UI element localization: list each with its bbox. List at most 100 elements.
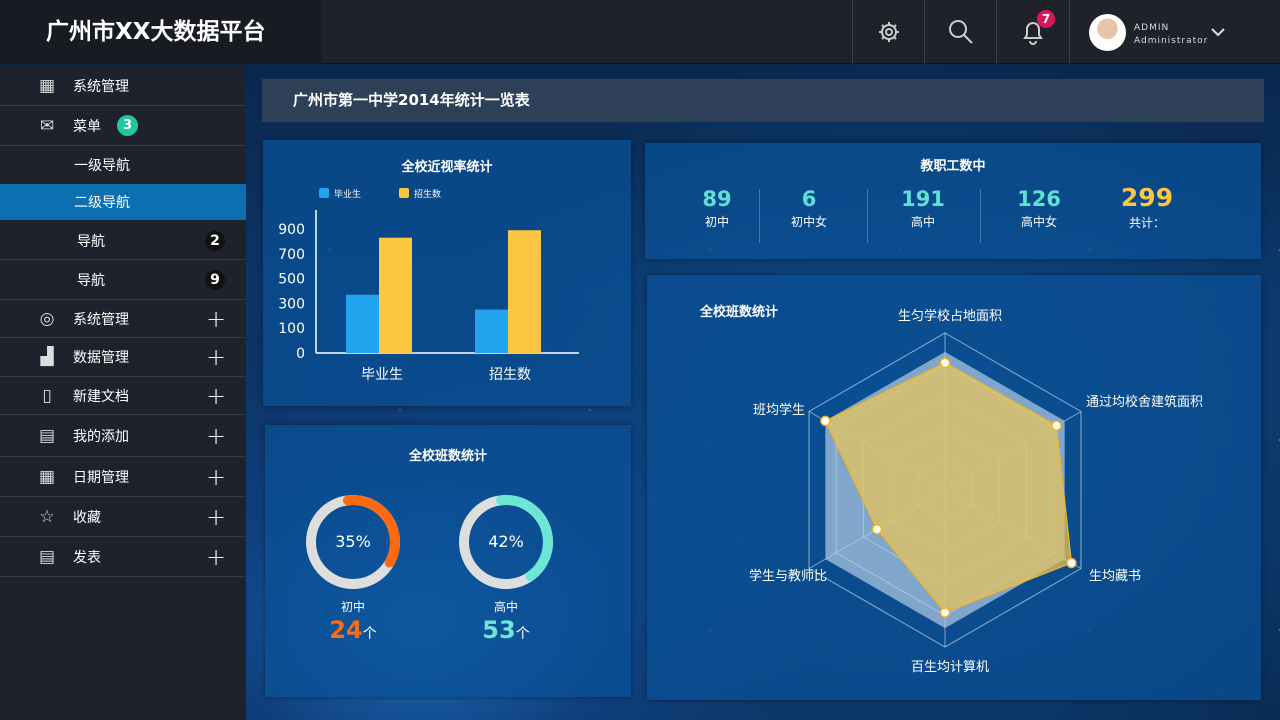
radar-panel: 全校班数统计 生匀学校占地面积 通过均校舍建筑面积 生均藏书 百生均计算机 学生与教师比…: [647, 275, 1261, 700]
count-unit: 个: [362, 626, 377, 642]
y-tick-label: 500: [278, 272, 305, 288]
sidebar-item-label: 日期管理: [73, 469, 129, 486]
donut-arc: [459, 495, 553, 589]
sidebar-item[interactable]: ▯ 新建文档 +: [0, 377, 246, 415]
sidebar-item[interactable]: ▟ 数据管理 +: [0, 338, 246, 377]
legend-label: 招生数: [414, 188, 441, 200]
sidebar-item-label: 导航: [77, 272, 105, 289]
sidebar-item[interactable]: ▤ 我的添加 +: [0, 415, 246, 457]
top-header: 广州市XX大数据平台 7 ADMIN Administrator: [0, 0, 1280, 64]
bar: [508, 230, 541, 353]
sidebar-item-label: 系统管理: [73, 79, 129, 95]
sidebar-item-label: 数据管理: [73, 350, 129, 366]
legend-swatch: [319, 188, 329, 198]
stat-value: 6: [801, 187, 817, 211]
radar-axis-label: 生匀学校占地面积: [898, 308, 1002, 324]
radar-point: [1051, 420, 1062, 431]
search-button[interactable]: [924, 0, 996, 64]
stat-label: 初中女: [790, 215, 827, 229]
divider: [980, 189, 981, 243]
divider: [867, 189, 868, 243]
radar-point: [820, 415, 831, 427]
expand-plus-icon[interactable]: +: [206, 304, 227, 333]
y-tick-label: 900: [278, 222, 305, 238]
expand-plus-icon[interactable]: +: [206, 381, 227, 410]
grid-icon: ▦: [38, 76, 56, 96]
legend-swatch: [399, 188, 409, 198]
bell-icon: [1023, 22, 1043, 45]
clipboard-icon: ▤: [38, 546, 56, 567]
donut-label: 高中: [493, 600, 518, 614]
y-tick-label: 0: [296, 346, 305, 362]
page-title: 广州市第一中学2014年统计一览表: [262, 79, 1264, 122]
stat-label: 初中: [704, 215, 729, 229]
notification-badge: 7: [1037, 10, 1055, 28]
staff-stat: 6 初中女: [754, 187, 864, 230]
donut-chart: [459, 495, 553, 589]
sidebar-item[interactable]: ✉ 菜单 3: [0, 106, 246, 146]
user-menu[interactable]: ADMIN Administrator: [1069, 0, 1280, 64]
x-tick-label: 毕业生: [361, 367, 403, 383]
expand-plus-icon[interactable]: +: [206, 343, 227, 371]
expand-plus-icon[interactable]: +: [206, 421, 227, 450]
sidebar-item-label: 收藏: [73, 509, 101, 526]
document-add-icon: ▤: [38, 425, 56, 446]
divider: [759, 189, 760, 243]
sidebar-item[interactable]: 二级导航: [0, 184, 246, 220]
legend-label: 毕业生: [334, 188, 361, 200]
bar-chart-panel: 全校近视率统计 0 100 300 500 700 900 毕业生 招生数 毕业生 招生数: [263, 140, 631, 406]
staff-stat: 89 初中: [662, 187, 772, 230]
bar-chart-icon: ▟: [40, 347, 54, 367]
menu-badge: 3: [117, 115, 138, 136]
sidebar-item-label: 我的添加: [73, 428, 129, 445]
user-role: Administrator: [1134, 36, 1209, 46]
stat-label: 共计：: [1128, 216, 1165, 230]
sidebar-item[interactable]: ☆ 收藏 +: [0, 497, 246, 537]
stat-value: 191: [901, 187, 945, 211]
radar-point: [939, 357, 951, 369]
radar-axis-label: 生均藏书: [1089, 569, 1141, 584]
search-icon: [948, 20, 973, 44]
expand-plus-icon[interactable]: +: [206, 542, 227, 571]
app-title: 广州市XX大数据平台: [0, 0, 322, 64]
bar: [475, 309, 508, 353]
sidebar-item[interactable]: 导航 2: [0, 222, 246, 260]
staff-stat: 126 高中女: [984, 187, 1094, 230]
sidebar-item[interactable]: ◎ 系统管理 +: [0, 300, 246, 338]
expand-plus-icon[interactable]: +: [206, 502, 227, 531]
bar: [379, 237, 412, 353]
user-name: ADMIN: [1134, 23, 1170, 33]
donut-arc: [306, 495, 400, 589]
donut-label: 初中: [340, 600, 365, 614]
stat-value: 126: [1017, 187, 1061, 211]
sidebar-item-label: 菜单: [73, 118, 101, 135]
count-badge: 2: [205, 230, 225, 251]
radar-point: [871, 524, 883, 535]
donut-count: 53个: [466, 616, 546, 644]
sidebar-item-label: 一级导航: [74, 158, 130, 174]
donut-chart: [306, 495, 400, 589]
expand-plus-icon[interactable]: +: [206, 462, 227, 491]
y-tick-label: 700: [278, 247, 305, 263]
sidebar-item[interactable]: ▦ 系统管理: [0, 67, 246, 106]
donut-panel-title: 全校班数统计: [408, 449, 487, 464]
settings-button[interactable]: [852, 0, 924, 64]
sidebar-item[interactable]: ▦ 日期管理 +: [0, 457, 246, 497]
staff-stat: 191 高中: [868, 187, 978, 230]
chevron-down-icon[interactable]: [1211, 28, 1225, 37]
radar-point: [939, 607, 951, 618]
donut-percent: 35%: [335, 532, 371, 551]
sidebar-item-label: 新建文档: [73, 388, 129, 405]
count-badge: 9: [205, 269, 225, 290]
compass-icon: ◎: [39, 308, 55, 329]
sidebar-item[interactable]: 导航 9: [0, 260, 246, 300]
sidebar-item-label: 系统管理: [73, 311, 129, 328]
notifications-button[interactable]: 7: [996, 0, 1069, 64]
calendar-icon: ▦: [38, 466, 56, 487]
sidebar-item[interactable]: 一级导航: [0, 146, 246, 184]
stat-label: 高中女: [1020, 215, 1057, 229]
bar: [346, 294, 379, 353]
sidebar-item[interactable]: ▤ 发表 +: [0, 537, 246, 577]
